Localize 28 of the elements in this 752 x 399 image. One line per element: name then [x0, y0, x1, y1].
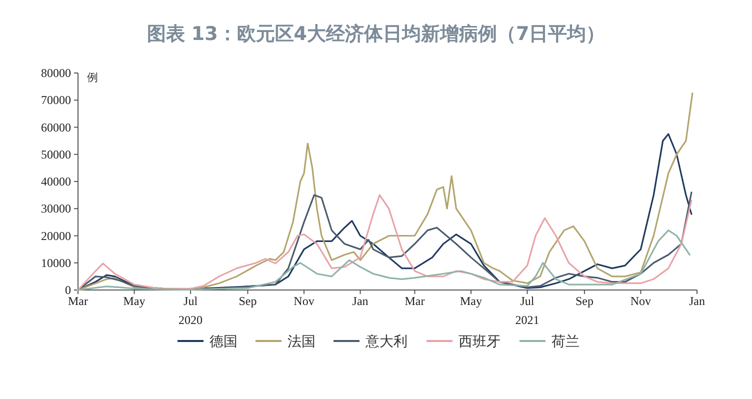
xtick: Jul 2020: [178, 294, 203, 327]
ytick: 10000: [41, 256, 71, 270]
xtick: Jan: [352, 294, 368, 308]
xtick: Mar: [68, 294, 88, 308]
ytick: 60000: [41, 120, 71, 134]
legend-item: 荷兰: [552, 334, 580, 350]
xtick: Jan: [689, 294, 705, 308]
xtick: Mar: [404, 294, 425, 308]
xtick: Nov: [630, 294, 652, 308]
ytick: 40000: [41, 174, 71, 188]
ytick: 20000: [41, 228, 71, 243]
ylabel: 例: [87, 72, 98, 84]
ytick: 50000: [41, 147, 71, 162]
xtick: Sep: [575, 294, 594, 308]
title: 图表 13：欧元区4大经济体日均新增病例（7日平均）: [146, 23, 606, 45]
ytick: 80000: [41, 66, 71, 80]
legend-item: 法国: [288, 334, 316, 350]
xtick: Nov: [294, 294, 314, 308]
xtick: May: [123, 294, 146, 308]
xtick: Jul 2021: [515, 294, 540, 327]
ytick: 0: [65, 283, 71, 297]
legend-item: 西班牙: [458, 334, 500, 350]
ytick: 30000: [41, 202, 71, 216]
legend-item: 德国: [210, 334, 238, 350]
xtick: May: [460, 294, 482, 308]
legend-item: 意大利: [366, 334, 408, 350]
ytick: 70000: [41, 93, 71, 108]
xtick: Sep: [238, 294, 257, 308]
